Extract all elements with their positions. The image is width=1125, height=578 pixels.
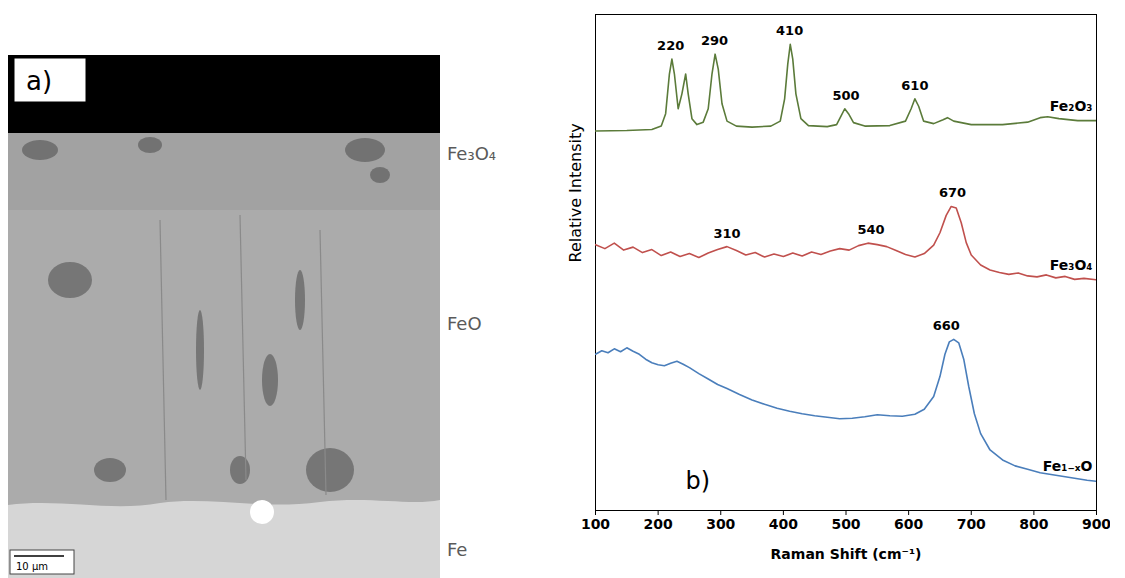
svg-text:500: 500 — [832, 88, 859, 103]
svg-text:10 µm: 10 µm — [16, 561, 48, 572]
svg-text:Fe₃O₄: Fe₃O₄ — [1050, 257, 1093, 273]
svg-text:b): b) — [686, 467, 711, 495]
svg-text:290: 290 — [701, 33, 728, 48]
svg-text:a): a) — [26, 66, 52, 96]
svg-text:700: 700 — [957, 516, 986, 532]
svg-text:Fe₂O₃: Fe₂O₃ — [1050, 98, 1093, 114]
svg-text:Fe: Fe — [447, 539, 467, 560]
svg-text:Fe₁₋ₓO: Fe₁₋ₓO — [1043, 458, 1093, 474]
svg-text:100: 100 — [581, 516, 610, 532]
svg-text:900: 900 — [1082, 516, 1110, 532]
svg-text:310: 310 — [713, 226, 740, 241]
svg-text:Fe₃O₄: Fe₃O₄ — [447, 143, 496, 164]
svg-text:200: 200 — [644, 516, 673, 532]
svg-text:FeO: FeO — [447, 313, 482, 334]
svg-text:410: 410 — [776, 23, 803, 38]
svg-text:500: 500 — [831, 516, 860, 532]
svg-text:800: 800 — [1019, 516, 1048, 532]
svg-text:600: 600 — [894, 516, 923, 532]
svg-text:Relative Intensity: Relative Intensity — [566, 123, 585, 262]
svg-text:670: 670 — [939, 185, 966, 200]
svg-text:400: 400 — [769, 516, 798, 532]
svg-text:Raman Shift (cm⁻¹): Raman Shift (cm⁻¹) — [771, 546, 922, 562]
svg-text:660: 660 — [933, 318, 960, 333]
svg-text:540: 540 — [857, 222, 884, 237]
svg-text:220: 220 — [657, 38, 684, 53]
svg-text:610: 610 — [901, 78, 928, 93]
svg-text:300: 300 — [706, 516, 735, 532]
